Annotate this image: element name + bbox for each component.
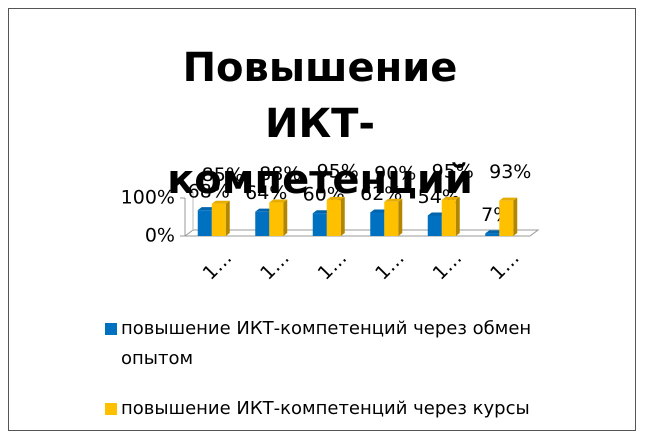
- floor: [183, 229, 540, 237]
- bar: [499, 197, 518, 236]
- bar-face: [499, 200, 514, 236]
- bar-top: [441, 196, 460, 200]
- bar-top: [197, 207, 216, 211]
- bar-side: [513, 197, 518, 236]
- bar-face: [197, 210, 212, 236]
- legend-label: повышение ИКТ-компетенций через обмен оп…: [121, 318, 532, 369]
- value-label: 68%: [188, 181, 230, 203]
- legend-swatch: [105, 403, 117, 415]
- bar-face: [370, 212, 385, 236]
- value-label: 95%: [317, 160, 359, 182]
- bar-face: [427, 215, 442, 236]
- bar-face: [255, 211, 270, 236]
- bar-side: [398, 198, 403, 236]
- bar-top: [485, 230, 504, 234]
- bar-side: [225, 200, 230, 236]
- value-label: 93%: [489, 161, 531, 183]
- x-tick-label: 1…: [429, 247, 467, 285]
- bar-face: [485, 233, 500, 236]
- bar-top: [427, 212, 446, 216]
- bar-top: [255, 208, 274, 212]
- value-label: 88%: [259, 163, 301, 185]
- bar-face: [384, 201, 399, 236]
- value-label: 90%: [374, 162, 416, 184]
- bar: [269, 199, 288, 236]
- x-tick-label: 1…: [486, 247, 524, 285]
- y-tick-label: 0%: [145, 225, 175, 247]
- bar-face: [269, 202, 284, 236]
- legend-item: повышение ИКТ-компетенций через обмен оп…: [105, 314, 605, 374]
- bar-top: [499, 197, 518, 201]
- bar-top: [211, 200, 230, 204]
- value-label: 85%: [202, 164, 244, 186]
- x-tick-label: 1…: [256, 247, 294, 285]
- chart-frame: [8, 8, 636, 431]
- bar-side: [283, 199, 288, 236]
- x-tick-label: 1…: [199, 247, 237, 285]
- bar: [211, 200, 230, 236]
- bar-side: [340, 196, 345, 236]
- bar-top: [312, 210, 331, 214]
- legend-label: повышение ИКТ-компетенций через курсы: [121, 398, 530, 419]
- legend-swatch: [105, 323, 117, 335]
- x-tick-label: 1…: [314, 247, 352, 285]
- value-label: 64%: [245, 182, 287, 204]
- bar-top: [269, 199, 288, 203]
- bar-face: [441, 199, 456, 236]
- chart-title: Повышение ИКТ-компетенций: [167, 45, 473, 203]
- bar-face: [312, 213, 327, 236]
- bar-top: [326, 196, 345, 200]
- bar: [441, 196, 460, 236]
- bar-face: [211, 203, 226, 236]
- bar-side: [455, 196, 460, 236]
- x-tick-label: 1…: [371, 247, 409, 285]
- bar-top: [384, 198, 403, 202]
- bar-top: [370, 209, 389, 213]
- bar: [326, 196, 345, 236]
- value-label: 95%: [432, 160, 474, 182]
- bar-face: [326, 199, 341, 236]
- bar: [384, 198, 403, 236]
- y-tick-label: 100%: [121, 187, 175, 209]
- legend-item: повышение ИКТ-компетенций через курсы: [105, 394, 605, 424]
